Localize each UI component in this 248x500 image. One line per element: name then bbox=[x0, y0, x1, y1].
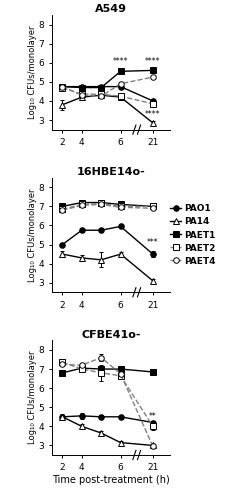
Text: ***: *** bbox=[147, 238, 159, 248]
Y-axis label: Log₁₀ CFUs/monolayer: Log₁₀ CFUs/monolayer bbox=[28, 26, 37, 119]
Title: CFBE41o-: CFBE41o- bbox=[81, 330, 141, 340]
Y-axis label: Log₁₀ CFUs/monolayer: Log₁₀ CFUs/monolayer bbox=[28, 188, 37, 282]
Text: ****: **** bbox=[145, 110, 161, 119]
Y-axis label: Log₁₀ CFUs/monolayer: Log₁₀ CFUs/monolayer bbox=[28, 351, 37, 444]
Title: A549: A549 bbox=[95, 4, 127, 14]
Text: **: ** bbox=[149, 412, 157, 420]
X-axis label: Time post-treatment (h): Time post-treatment (h) bbox=[52, 475, 170, 485]
Text: ****: **** bbox=[113, 56, 128, 66]
Legend: PAO1, PA14, PAET1, PAET2, PAET4: PAO1, PA14, PAET1, PAET2, PAET4 bbox=[170, 204, 216, 266]
Title: 16HBE14o-: 16HBE14o- bbox=[76, 167, 145, 177]
Text: ****: **** bbox=[145, 56, 161, 66]
